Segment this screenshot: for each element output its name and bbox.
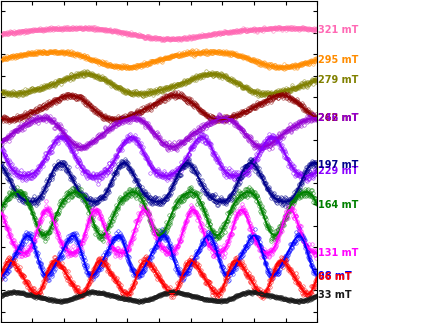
Text: 295 mT: 295 mT <box>318 55 358 65</box>
Text: 246 mT: 246 mT <box>318 113 358 123</box>
Text: 262 mT: 262 mT <box>318 113 358 123</box>
Text: 164 mT: 164 mT <box>318 200 358 210</box>
Text: 197 mT: 197 mT <box>318 160 358 170</box>
Text: 321 mT: 321 mT <box>318 25 358 35</box>
Text: 33 mT: 33 mT <box>318 290 352 300</box>
Text: 279 mT: 279 mT <box>318 75 358 85</box>
Text: 98 mT: 98 mT <box>318 271 352 281</box>
Text: 66 mT: 66 mT <box>318 272 352 282</box>
Text: 131 mT: 131 mT <box>318 248 358 258</box>
Text: 229 mT: 229 mT <box>318 166 358 176</box>
